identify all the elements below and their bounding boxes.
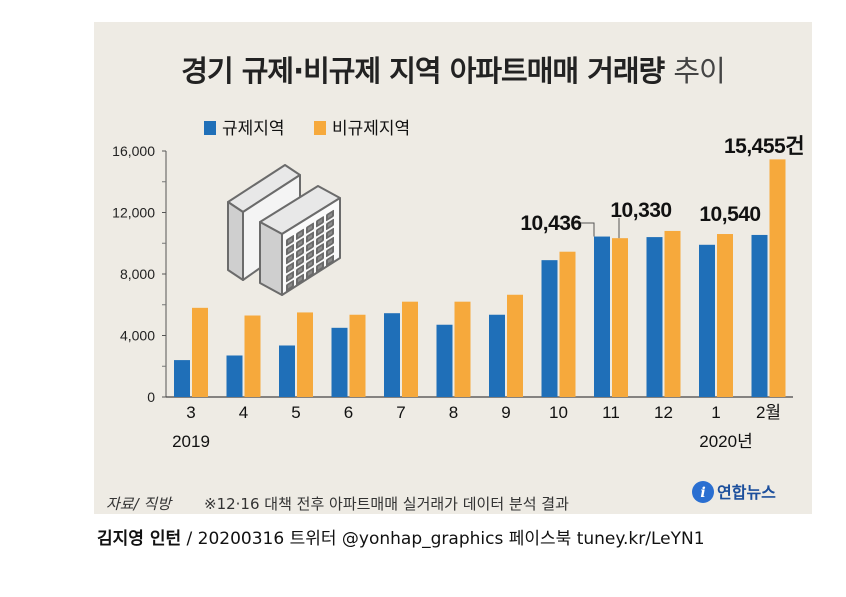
chart-title: 경기 규제·비규제 지역 아파트매매 거래량 추이 — [94, 48, 812, 90]
data-label: 10,330 — [610, 199, 671, 222]
building-window — [326, 236, 334, 249]
building-window — [296, 264, 304, 276]
building-window — [286, 244, 294, 256]
building-window — [316, 243, 324, 255]
x-tick-label: 4 — [239, 403, 248, 422]
x-tick-label: 6 — [344, 403, 353, 422]
bar-regulated — [699, 244, 715, 397]
building-window — [306, 240, 314, 252]
legend-swatch — [314, 121, 326, 135]
year-label-2019: 2019 — [172, 432, 210, 451]
y-tick-label: 8,000 — [120, 266, 155, 282]
building-window — [296, 246, 304, 258]
bar-unregulated — [349, 314, 366, 397]
building-window — [286, 262, 294, 274]
building-window — [296, 228, 304, 240]
annotation-leader — [574, 222, 595, 237]
legend-label: 비규제지역 — [332, 119, 410, 138]
footer-note: 자료/ 직방 ※12·16 대책 전후 아파트매매 실거래가 데이터 분석 결과… — [94, 481, 812, 515]
bar-regulated — [331, 327, 348, 397]
data-label: 10,436 — [520, 212, 581, 235]
y-tick-label: 4,000 — [120, 328, 155, 344]
building-window — [286, 271, 294, 283]
building-window — [326, 218, 334, 231]
building-window — [306, 231, 314, 243]
building-window — [316, 225, 324, 237]
bar-regulated — [751, 234, 768, 397]
building-window — [296, 255, 304, 267]
x-tick-label: 11 — [602, 403, 620, 422]
building-window — [316, 216, 324, 228]
title-suffix: 추이 — [673, 54, 725, 88]
byline: 김지영 인턴 / 20200316 트위터 @yonhap_graphics 페… — [97, 524, 705, 549]
legend-swatch — [204, 121, 216, 135]
building-window — [326, 254, 334, 267]
x-tick-label: 3 — [186, 403, 195, 422]
building-window — [296, 237, 304, 249]
bar-unregulated — [192, 307, 208, 397]
x-tick-label: 1 — [711, 403, 720, 422]
x-tick-label: 8 — [449, 403, 458, 422]
y-tick-label: 0 — [147, 389, 155, 405]
x-tick-label: 2월 — [756, 403, 781, 422]
bar-unregulated — [402, 301, 418, 397]
building-window — [326, 245, 334, 258]
y-tick-label: 12,000 — [112, 205, 155, 221]
bar-regulated — [646, 237, 663, 397]
bar-unregulated — [244, 315, 261, 397]
building-window — [326, 227, 334, 240]
x-tick-label: 7 — [396, 403, 405, 422]
chart-panel — [94, 22, 812, 514]
byline-author: 김지영 인턴 — [97, 529, 182, 549]
building-window — [286, 280, 294, 292]
building-window — [306, 258, 314, 270]
building-window — [296, 273, 304, 285]
apartment-building-icon — [227, 164, 341, 296]
bar-regulated — [541, 260, 558, 397]
bar-regulated — [226, 355, 243, 397]
y-tick-label: 16,000 — [112, 143, 155, 159]
bar-unregulated — [454, 301, 471, 397]
bar-regulated — [384, 313, 400, 397]
building-window — [286, 253, 294, 265]
bar-regulated — [594, 236, 610, 397]
svg-text:i: i — [700, 485, 705, 501]
bar-regulated — [436, 324, 453, 397]
data-label: 10,540 — [699, 203, 760, 226]
source-label: 자료/ 직방 — [106, 495, 172, 513]
building-window — [316, 261, 324, 273]
building-window — [306, 222, 314, 234]
x-tick-label: 5 — [291, 403, 300, 422]
note-text: ※12·16 대책 전후 아파트매매 실거래가 데이터 분석 결과 — [204, 495, 569, 513]
year-label-2020: 2020년 — [699, 432, 752, 451]
building-window — [326, 209, 334, 222]
bar-regulated — [174, 360, 190, 397]
building-window — [306, 267, 314, 279]
byline-rest: / 20200316 트위터 @yonhap_graphics 페이스북 tun… — [181, 529, 705, 549]
bar-unregulated — [559, 251, 576, 397]
data-label: 15,455건 — [724, 135, 804, 158]
bar-unregulated — [769, 159, 786, 397]
bar-regulated — [489, 314, 505, 397]
bar-unregulated — [612, 238, 628, 397]
bar-regulated — [279, 345, 295, 397]
bar-unregulated — [664, 230, 681, 397]
yonhap-logo: i 연합뉴스 — [692, 481, 776, 503]
bar-unregulated — [717, 234, 733, 397]
building-window — [316, 252, 324, 264]
building-window — [306, 249, 314, 261]
logo-text: 연합뉴스 — [717, 483, 776, 502]
bar-unregulated — [297, 312, 313, 397]
x-tick-label: 9 — [501, 403, 510, 422]
x-tick-label: 10 — [549, 403, 568, 422]
title-main: 경기 규제·비규제 지역 아파트매매 거래량 — [181, 54, 665, 88]
x-tick-label: 12 — [654, 403, 673, 422]
bar-unregulated — [507, 294, 523, 397]
building-window — [286, 235, 294, 247]
building-window — [316, 234, 324, 246]
legend-label: 규제지역 — [222, 119, 285, 138]
